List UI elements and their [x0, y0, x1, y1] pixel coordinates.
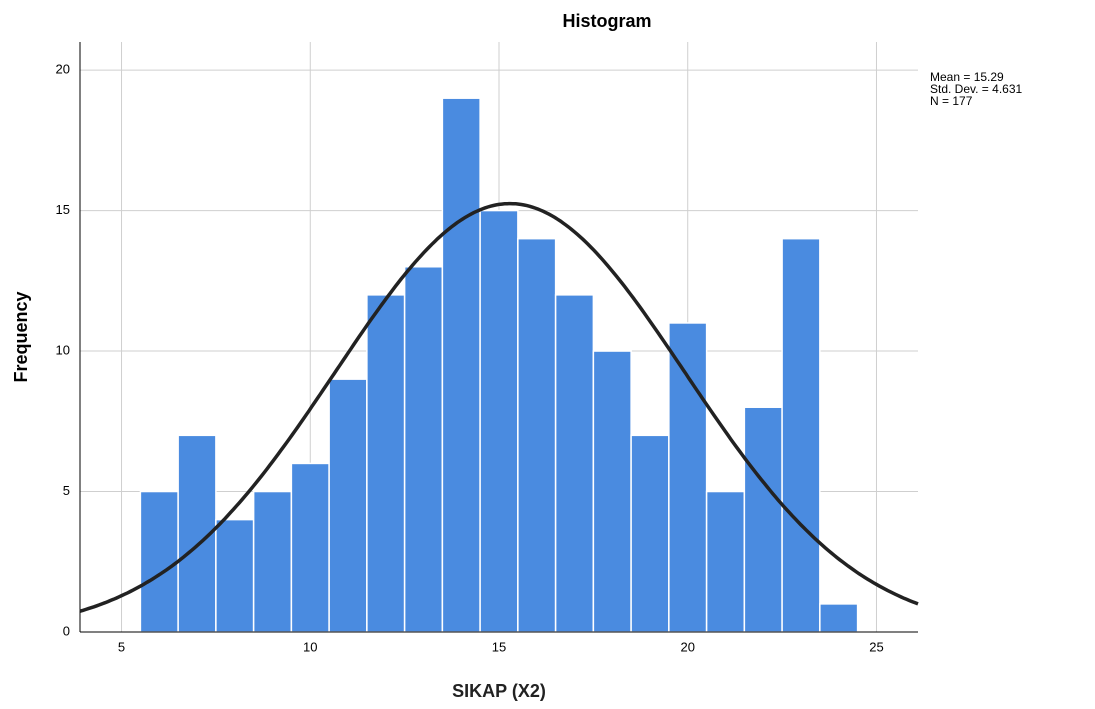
y-tick-label: 0 [63, 623, 70, 638]
x-tick-label: 15 [492, 639, 506, 654]
bar [290, 462, 330, 633]
bar [668, 322, 708, 633]
bar [441, 97, 481, 633]
bar [554, 294, 595, 633]
x-tick-label: 5 [118, 639, 125, 654]
bar [139, 490, 179, 633]
bar [215, 518, 255, 633]
bar [630, 434, 670, 633]
bar [252, 490, 293, 633]
normal-curve [79, 201, 919, 613]
stats-label: Mean = 15.29 [930, 70, 1004, 84]
y-tick-label: 20 [56, 62, 70, 77]
y-axis-label: Frequency [11, 291, 31, 382]
y-tick-label: 5 [63, 483, 70, 498]
bar [743, 406, 783, 633]
x-axis-label: SIKAP (X2) [452, 681, 546, 701]
x-tick-label: 10 [303, 639, 317, 654]
bar [592, 350, 632, 633]
bar [479, 209, 519, 633]
chart-title: Histogram [562, 11, 651, 31]
stats-label: Std. Dev. = 4.631 [930, 82, 1022, 96]
bar [366, 294, 406, 633]
bar [819, 603, 859, 633]
stats-label: N = 177 [930, 94, 973, 108]
bar [517, 237, 557, 633]
x-tick-label: 25 [869, 639, 883, 654]
bar [328, 378, 368, 633]
bar [705, 490, 746, 633]
y-tick-label: 15 [56, 202, 70, 217]
y-tick-label: 10 [56, 342, 70, 357]
x-tick-label: 20 [681, 639, 695, 654]
bar [781, 237, 821, 633]
bar [403, 266, 444, 633]
